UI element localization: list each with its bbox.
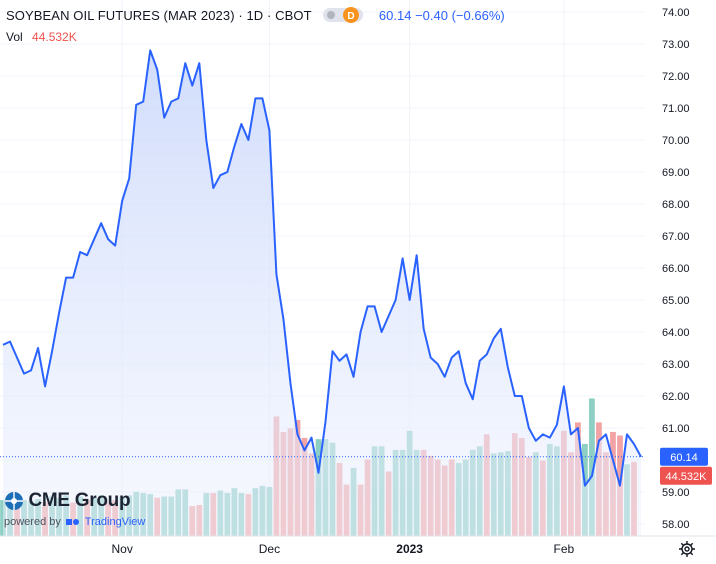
y-tick-label: 62.00 [662, 391, 690, 403]
y-tick-label: 67.00 [662, 231, 690, 243]
y-tick-label: 68.00 [662, 199, 690, 211]
chart-legend: SOYBEAN OIL FUTURES (MAR 2023) · 1D · CB… [6, 6, 505, 27]
y-tick-label: 72.00 [662, 71, 690, 83]
symbol-title: SOYBEAN OIL FUTURES (MAR 2023) · 1D · CB… [6, 7, 312, 23]
x-tick-label: Dec [259, 542, 280, 556]
y-tick-label: 70.00 [662, 135, 690, 147]
tradingview-icon [65, 519, 79, 526]
d-badge-text: D [348, 11, 355, 22]
cme-globe-icon [5, 492, 23, 510]
y-tick-label: 64.00 [662, 327, 690, 339]
tradingview-label: TradingView [84, 516, 146, 528]
y-tick-label: 69.00 [662, 167, 690, 179]
y-tick-label: 59.00 [662, 487, 690, 499]
volume-legend: Vol 44.532K [6, 30, 77, 44]
volume-value: 44.532K [32, 30, 77, 44]
y-tick-label: 66.00 [662, 263, 690, 275]
y-tick-label: 71.00 [662, 103, 690, 115]
price-area-fill [3, 50, 641, 537]
status-pill-icon: D [323, 7, 364, 23]
volume-label: Vol [6, 30, 23, 44]
cme-logo-text: CME Group [28, 490, 131, 511]
y-tick-label: 74.00 [662, 7, 690, 19]
price-tag-label: 60.14 [670, 452, 698, 464]
y-tick-label: 73.00 [662, 39, 690, 51]
y-tick-label: 65.00 [662, 295, 690, 307]
cme-logo[interactable]: CME Group powered by TradingView [4, 490, 145, 528]
last-price: 60.14 [378, 7, 412, 23]
price-change: −0.40 (−0.66%) [415, 7, 505, 23]
price-line [2, 49, 642, 487]
x-tick-label: 2023 [396, 542, 423, 556]
powered-by-label: powered by [4, 516, 61, 528]
volume-tag [660, 466, 712, 485]
volume-bar [589, 398, 595, 536]
price-tag [660, 447, 708, 466]
volume-tag-label: 44.532K [666, 471, 708, 483]
powered-by[interactable]: powered by TradingView [4, 516, 145, 528]
settings-gear-icon[interactable] [678, 540, 696, 558]
y-tick-label: 61.00 [662, 423, 690, 435]
data-status-badge[interactable]: D [323, 6, 365, 27]
y-tick-label: 58.00 [662, 519, 690, 531]
price-change-readout: 60.14 −0.40 (−0.66%) [379, 8, 505, 23]
x-tick-label: Nov [112, 542, 133, 556]
x-tick-label: Feb [554, 542, 575, 556]
y-tick-label: 63.00 [662, 359, 690, 371]
